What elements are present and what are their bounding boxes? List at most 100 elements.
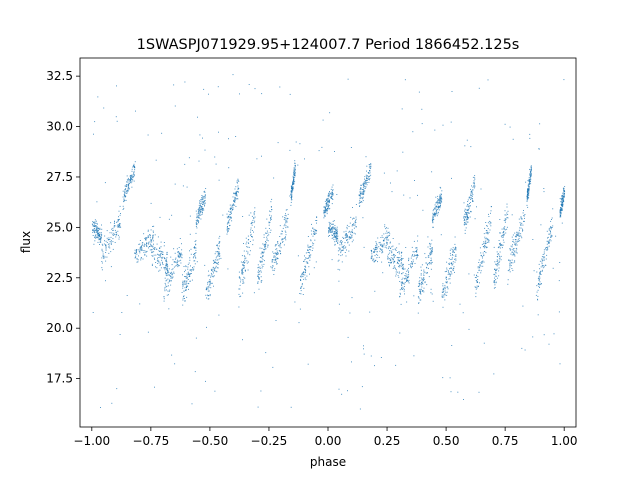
data-point-456 <box>158 270 160 272</box>
data-point-625 <box>179 254 181 256</box>
data-point-838 <box>199 200 200 202</box>
data-point-3540 <box>395 364 397 366</box>
data-point-1554 <box>316 220 318 221</box>
data-point-2581 <box>439 194 441 196</box>
data-point-575 <box>164 277 166 279</box>
data-point-3558 <box>418 91 420 93</box>
data-point-3146 <box>523 220 525 222</box>
data-point-1290 <box>271 198 273 200</box>
data-point-1968 <box>341 242 342 244</box>
data-point-3591 <box>402 151 404 153</box>
data-point-347 <box>135 255 137 257</box>
data-point-2149 <box>376 246 378 248</box>
data-point-2895 <box>490 222 492 224</box>
data-point-3125 <box>515 247 517 249</box>
data-point-737 <box>184 280 186 282</box>
data-point-623 <box>166 268 168 270</box>
data-point-3132 <box>522 230 523 232</box>
data-point-2792 <box>467 210 469 212</box>
data-point-2106 <box>384 226 386 228</box>
data-point-599 <box>168 290 170 292</box>
data-point-1799 <box>335 240 337 242</box>
data-point-1897 <box>354 224 356 226</box>
data-point-606 <box>180 259 182 261</box>
data-point-2007 <box>368 173 370 174</box>
data-point-2414 <box>415 251 417 252</box>
data-point-953 <box>218 241 220 243</box>
data-point-635 <box>165 286 167 288</box>
data-point-3633 <box>273 177 275 179</box>
data-point-48 <box>94 221 96 223</box>
data-point-3522 <box>522 305 524 307</box>
data-point-305 <box>126 181 128 183</box>
data-point-440 <box>165 266 167 268</box>
data-point-234 <box>126 193 128 194</box>
data-point-1173 <box>243 265 245 267</box>
data-point-2587 <box>441 198 443 200</box>
data-point-1936 <box>352 232 353 234</box>
data-point-3062 <box>497 260 499 262</box>
data-point-3545 <box>363 353 365 355</box>
data-point-1169 <box>244 261 246 263</box>
data-point-2681 <box>442 288 444 290</box>
data-point-2119 <box>382 245 384 247</box>
data-point-2730 <box>451 257 453 259</box>
data-point-677 <box>190 253 192 255</box>
data-point-707 <box>193 247 195 248</box>
data-point-424 <box>147 235 149 237</box>
data-point-1570 <box>308 248 310 250</box>
data-point-3053 <box>498 264 500 266</box>
data-point-860 <box>197 220 199 222</box>
data-point-3112 <box>511 268 513 269</box>
data-point-673 <box>187 279 189 280</box>
data-point-628 <box>179 256 181 257</box>
data-point-621 <box>169 289 171 291</box>
data-point-1820 <box>329 235 330 236</box>
data-point-3398 <box>541 256 543 258</box>
data-point-3481 <box>561 198 563 200</box>
data-point-1523 <box>292 182 294 184</box>
data-point-74 <box>99 237 101 239</box>
data-point-2651 <box>445 286 447 288</box>
data-point-1317 <box>260 256 262 258</box>
data-point-1210 <box>267 232 269 234</box>
data-point-856 <box>200 211 202 213</box>
data-point-1330 <box>271 261 273 263</box>
data-point-2740 <box>454 243 456 245</box>
data-point-1613 <box>306 257 308 259</box>
data-point-50 <box>99 232 101 233</box>
data-point-981 <box>216 245 218 247</box>
data-point-1005 <box>226 216 228 218</box>
data-point-3682 <box>543 188 545 189</box>
data-point-974 <box>218 245 220 247</box>
data-point-478 <box>159 254 161 256</box>
data-point-364 <box>139 249 141 251</box>
data-point-3599 <box>199 134 201 136</box>
data-point-3529 <box>512 269 514 271</box>
data-point-3510 <box>563 192 565 194</box>
data-point-3121 <box>522 212 524 214</box>
data-point-687 <box>191 279 193 281</box>
data-point-578 <box>174 258 176 260</box>
data-point-3069 <box>499 256 501 258</box>
data-point-2594 <box>440 187 442 189</box>
data-point-1159 <box>251 221 253 223</box>
data-point-2130 <box>371 257 373 259</box>
data-point-3375 <box>543 259 545 261</box>
data-point-2158 <box>384 246 386 248</box>
data-point-644 <box>177 254 179 256</box>
data-point-2527 <box>426 284 428 286</box>
data-point-556 <box>178 247 180 248</box>
data-point-2129 <box>381 243 383 245</box>
data-point-3235 <box>530 173 532 175</box>
data-point-2101 <box>374 255 376 257</box>
data-point-836 <box>201 210 203 212</box>
data-point-3049 <box>498 240 500 241</box>
data-point-2538 <box>439 196 441 198</box>
data-point-1870 <box>351 230 353 232</box>
data-point-318 <box>131 175 132 177</box>
data-point-119 <box>101 248 103 250</box>
data-point-2519 <box>427 272 428 274</box>
data-point-2616 <box>435 214 437 216</box>
data-point-796 <box>196 215 198 217</box>
